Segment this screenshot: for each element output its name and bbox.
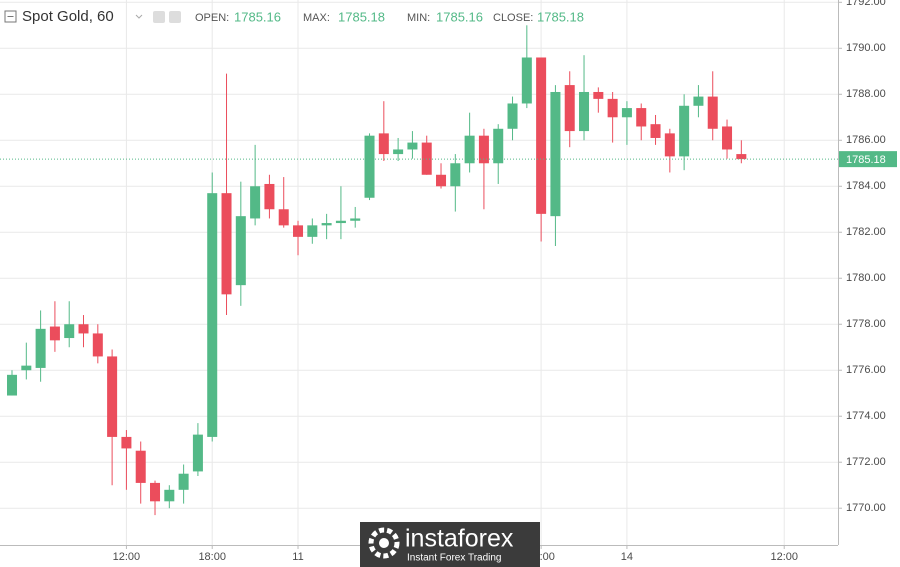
watermark-logo (368, 527, 400, 559)
candle-body (579, 91, 590, 132)
candle-body (178, 473, 189, 490)
x-tick-label: 14 (621, 551, 633, 563)
dropdown-icon[interactable] (135, 14, 143, 19)
candle-body (307, 225, 318, 237)
candle-body (593, 91, 604, 99)
candle-body (650, 124, 661, 138)
y-tick-label: 1776.00 (846, 364, 886, 376)
candle-body (64, 324, 75, 339)
candle-body (407, 142, 418, 150)
candle-body (221, 193, 232, 295)
candle-body (293, 225, 304, 237)
close-label: CLOSE: (493, 12, 533, 24)
x-tick-label: 12:00 (770, 551, 798, 563)
candle-body (49, 326, 60, 341)
candle-body (192, 434, 203, 472)
x-tick-label: 11 (292, 551, 303, 563)
candle-body (164, 489, 175, 502)
watermark-logo-core (379, 538, 389, 548)
candles (7, 25, 747, 516)
y-tick-label: 1780.00 (846, 272, 886, 284)
y-tick-label: 1784.00 (846, 180, 886, 192)
candle-body (707, 96, 718, 129)
min-value: 1785.16 (436, 9, 483, 24)
open-label: OPEN: (195, 12, 229, 24)
open-value: 1785.16 (234, 9, 281, 24)
candle-body (378, 133, 389, 155)
y-tick-label: 1786.00 (846, 134, 886, 146)
candle-body (235, 216, 246, 286)
candle-body (21, 365, 32, 371)
candle-body (493, 128, 504, 164)
candle-body (92, 333, 103, 357)
candle-body (564, 85, 575, 132)
candle-body (121, 436, 132, 449)
candle-body (521, 57, 532, 104)
candle-body (364, 135, 375, 198)
candle-body (722, 126, 733, 150)
symbol-title: Spot Gold, 60 (22, 8, 114, 25)
candle-body (679, 105, 690, 157)
y-tick-label: 1782.00 (846, 226, 886, 238)
candle-body (350, 218, 361, 221)
candle-body (478, 135, 489, 164)
candle-body (150, 482, 161, 502)
candle-body (607, 98, 618, 118)
y-tick-label: 1770.00 (846, 502, 886, 514)
candle-body (436, 174, 447, 187)
last-price: 1785.18 (0, 151, 897, 168)
candle-body (507, 103, 518, 129)
candle-body (464, 135, 475, 164)
candle-body (278, 209, 289, 226)
candle-body (264, 183, 275, 210)
last-price-label: 1785.18 (846, 154, 886, 166)
settings-icon[interactable] (169, 11, 181, 23)
eye-icon[interactable] (153, 11, 165, 23)
candle-body (335, 220, 346, 224)
candle-body (7, 374, 18, 396)
watermark-brand: instaforex (405, 525, 514, 553)
candle-body (693, 96, 704, 106)
candle-body (550, 91, 561, 217)
candle-body (636, 108, 647, 127)
max-value: 1785.18 (338, 9, 385, 24)
candle-body (135, 450, 146, 483)
watermark: instaforex Instant Forex Trading (360, 522, 540, 567)
min-label: MIN: (407, 12, 430, 24)
y-tick-label: 1774.00 (846, 410, 886, 422)
last-price-tag (839, 151, 897, 168)
y-tick-label: 1778.00 (846, 318, 886, 330)
y-tick-label: 1790.00 (846, 42, 886, 54)
close-value: 1785.18 (537, 9, 584, 24)
y-tick-label: 1788.00 (846, 88, 886, 100)
x-tick-label: 18:00 (198, 551, 226, 563)
max-label: MAX: (303, 12, 330, 24)
legend-header: Spot Gold, 60 OPEN: 1785.16 MAX: 1785.18… (4, 8, 584, 25)
candle-body (621, 108, 632, 118)
candle-body (321, 223, 332, 226)
y-tick-label: 1772.00 (846, 456, 886, 468)
candle-body (207, 193, 218, 437)
candle-body (664, 133, 675, 157)
candle-body (35, 328, 46, 368)
y-tick-label: 1792.00 (846, 0, 886, 8)
candle-body (250, 186, 261, 219)
candle-body (393, 149, 404, 155)
candle-body (78, 324, 89, 334)
candle-body (536, 57, 547, 214)
x-tick-label: 12:00 (113, 551, 141, 563)
candle-body (450, 163, 461, 187)
candle-body (736, 154, 747, 160)
candle-body (107, 356, 118, 437)
watermark-tagline: Instant Forex Trading (407, 553, 502, 564)
collapse-icon[interactable] (4, 10, 17, 23)
axes: 1770.00 1772.00 1774.00 1776.00 1778.00 1780.… (113, 0, 886, 563)
